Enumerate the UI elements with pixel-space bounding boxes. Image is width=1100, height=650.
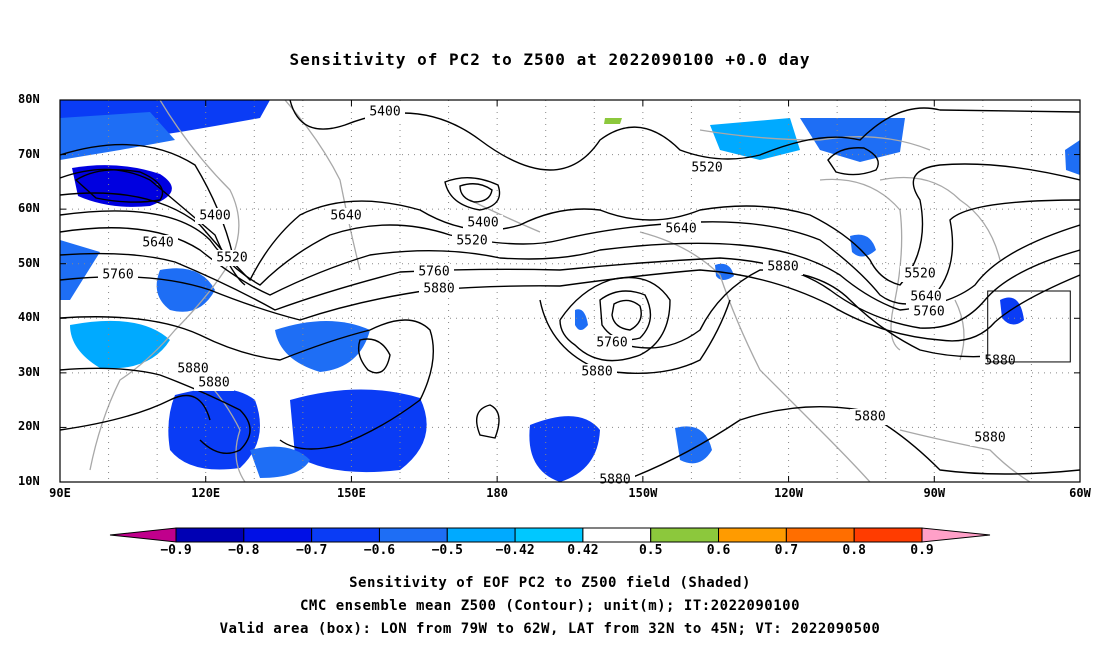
contour-label: 5760: [102, 268, 133, 283]
colorbar-segment: [446, 527, 516, 543]
contour-label: 5880: [599, 473, 630, 488]
contour-label: 5760: [913, 305, 944, 320]
lat-tick-label: 10N: [18, 474, 40, 488]
colorbar-segment: [718, 527, 787, 543]
colorbar-tick-label: −0.42: [495, 543, 535, 558]
lon-tick-label: 60W: [1069, 486, 1091, 500]
contour-label: 5640: [910, 290, 941, 305]
contour-label: 5880: [198, 376, 229, 391]
colorbar-tick-label: 0.6: [706, 543, 731, 558]
axis-ticks: [59, 99, 1081, 483]
contour-label: 5520: [216, 251, 247, 266]
lon-tick-label: 120E: [191, 486, 221, 500]
caption-line-2: CMC ensemble mean Z500 (Contour); unit(m…: [299, 598, 800, 614]
sensitivity-shading: [60, 100, 1080, 482]
colorbar-segment: [311, 527, 380, 543]
chart-title: Sensitivity of PC2 to Z500 at 2022090100…: [289, 50, 811, 69]
contour-label: 5400: [369, 105, 400, 120]
contour-label: 5640: [330, 209, 361, 224]
lon-tick-label: 90W: [923, 486, 946, 500]
lat-tick-label: 70N: [18, 146, 40, 161]
lon-tick-label: 150E: [336, 486, 366, 500]
colorbar-segment: [175, 527, 245, 543]
contour-label: 5880: [974, 431, 1005, 446]
lon-tick-label: 150W: [628, 486, 658, 500]
colorbar-segment: [582, 527, 652, 543]
contour-label: 5880: [767, 260, 798, 275]
colorbar-segment: [650, 527, 720, 543]
colorbar-tick-label: 0.9: [910, 543, 934, 558]
colorbar-tick-label: −0.7: [295, 543, 328, 558]
colorbar-segment: [785, 527, 855, 543]
lat-tick-label: 60N: [18, 201, 40, 216]
contour-labels: 5400 5520 5400 5640 5640 5520 5760 5400 5520 5760…: [98, 104, 1020, 488]
caption-line-1: Sensitivity of EOF PC2 to Z500 field (Sh…: [349, 575, 751, 591]
contour-label: 5880: [177, 362, 208, 377]
colorbar-tick-label: 0.7: [774, 543, 799, 558]
colorbar-tick-label: −0.6: [363, 543, 396, 558]
contour-label: 5760: [418, 265, 449, 280]
colorbar: [109, 527, 991, 543]
colorbar-tick-label: 0.5: [638, 543, 663, 558]
contour-label: 5880: [423, 282, 454, 297]
colorbar-segment: [853, 527, 923, 543]
valid-area-box: [987, 290, 1071, 363]
lon-tick-label: 90E: [49, 486, 71, 500]
colorbar-left-arrow: [109, 527, 177, 543]
contour-label: 5640: [665, 222, 696, 237]
contour-label: 5400: [199, 209, 230, 224]
colorbar-tick-label: 0.42: [567, 543, 599, 558]
colorbar-tick-label: −0.8: [228, 543, 260, 558]
contour-label: 5760: [596, 336, 627, 351]
plot-frame: [59, 99, 1081, 483]
caption-line-3: Valid area (box): LON from 79W to 62W, L…: [219, 621, 881, 637]
contour-label: 5520: [904, 267, 935, 282]
contour-label: 5880: [581, 365, 612, 380]
lat-tick-label: 30N: [18, 364, 40, 379]
contour-label: 5520: [456, 234, 487, 249]
colorbar-right-arrow: [921, 527, 991, 543]
contour-label: 5880: [984, 354, 1015, 369]
lon-tick-label: 180: [486, 486, 508, 500]
colorbar-tick-label: 0.8: [842, 543, 866, 558]
lat-tick-label: 50N: [18, 255, 40, 270]
contour-label: 5400: [467, 216, 498, 231]
colorbar-segment: [514, 527, 584, 543]
lat-tick-label: 40N: [18, 310, 40, 325]
lat-tick-label: 80N: [18, 92, 40, 106]
colorbar-segment: [378, 527, 448, 543]
contour-label: 5880: [854, 410, 885, 425]
contour-label: 5640: [142, 236, 173, 251]
lon-tick-label: 120W: [774, 486, 804, 500]
colorbar-tick-label: −0.9: [160, 543, 192, 558]
lat-tick-label: 20N: [18, 419, 40, 434]
colorbar-tick-label: −0.5: [431, 543, 463, 558]
colorbar-segment: [243, 527, 313, 543]
contour-label: 5520: [691, 161, 722, 176]
